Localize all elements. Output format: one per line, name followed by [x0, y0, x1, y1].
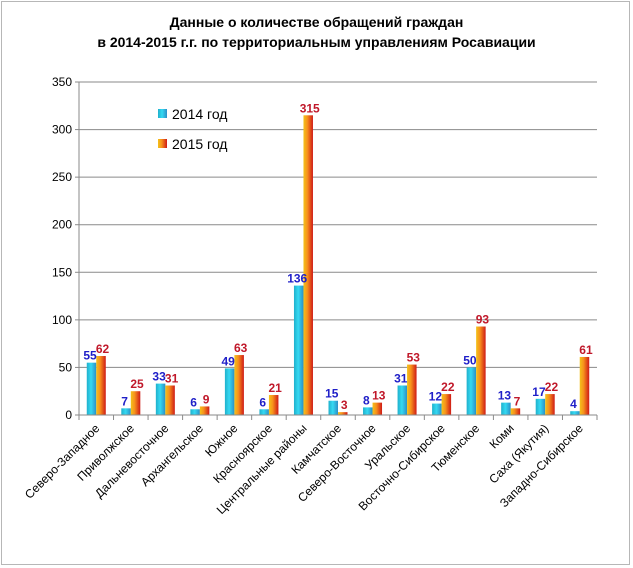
- chart-title: Данные о количестве обращений граждан в …: [0, 12, 633, 52]
- gridlines: [79, 81, 597, 368]
- bar-2014-год-11: [432, 403, 442, 415]
- data-label: 315: [300, 101, 320, 115]
- bar-2014-год-7: [293, 285, 304, 415]
- bar-2014-год-8: [328, 400, 338, 415]
- y-tick-label: 350: [52, 75, 72, 89]
- bar-2015-год-15: [579, 356, 590, 415]
- axes: [78, 82, 598, 420]
- legend-swatch-2: [158, 139, 167, 148]
- bar-2014-год-15: [570, 411, 580, 415]
- bar-2014-год-13: [501, 402, 511, 415]
- data-label: 4: [570, 397, 577, 411]
- bar-2014-год-1: [86, 362, 97, 415]
- data-label: 63: [234, 341, 248, 355]
- category-label: Коми: [487, 421, 517, 451]
- bar-2014-год-3: [155, 383, 166, 415]
- bar-2015-год-8: [338, 412, 348, 415]
- data-label: 17: [532, 385, 546, 399]
- category-label: Архангельское: [138, 421, 206, 489]
- data-label: 61: [579, 343, 593, 357]
- bar-2014-год-12: [466, 367, 477, 415]
- bar-2015-год-7: [303, 115, 313, 416]
- bar-2015-год-3: [165, 385, 175, 415]
- y-tick-label: 300: [52, 123, 72, 137]
- data-label: 6: [259, 395, 266, 409]
- y-tick-label: 100: [52, 313, 72, 327]
- data-label: 3: [341, 398, 348, 412]
- bar-2015-год-5: [234, 355, 244, 415]
- bar-2014-год-2: [121, 408, 131, 415]
- data-label: 13: [372, 389, 386, 403]
- data-label: 21: [269, 381, 283, 395]
- bar-2015-год-14: [545, 394, 555, 415]
- data-label: 25: [130, 377, 144, 391]
- data-label: 22: [545, 380, 559, 394]
- chart-title-line-2: в 2014-2015 г.г. по территориальным упра…: [97, 34, 536, 50]
- bar-2015-год-9: [372, 402, 383, 415]
- bar-2015-год-6: [268, 395, 279, 415]
- bar-2014-год-4: [190, 409, 200, 415]
- legend-swatch-1: [158, 109, 167, 118]
- bars: [86, 115, 590, 416]
- data-label: 7: [121, 394, 128, 408]
- bar-2015-год-13: [510, 408, 521, 415]
- legend-label-2: 2015 год: [172, 136, 227, 152]
- bar-2014-год-10: [397, 385, 408, 415]
- bar-2015-год-2: [130, 391, 141, 415]
- data-label: 53: [407, 351, 421, 365]
- data-label: 22: [441, 380, 455, 394]
- bar-2014-год-5: [224, 368, 235, 415]
- data-label: 31: [165, 372, 179, 386]
- data-label: 50: [463, 353, 477, 367]
- y-tick-label: 50: [59, 360, 73, 374]
- y-axis-ticks: 0 50 100 150 200 250 300 350: [52, 75, 79, 422]
- data-label: 12: [429, 390, 443, 404]
- bar-2015-год-11: [441, 394, 452, 415]
- data-label: 31: [394, 372, 408, 386]
- bar-2015-год-1: [96, 356, 106, 415]
- bar-2014-год-9: [363, 407, 373, 415]
- data-label: 33: [152, 370, 166, 384]
- y-tick-label: 0: [65, 408, 72, 422]
- data-label: 15: [325, 387, 339, 401]
- bar-2014-год-6: [259, 409, 269, 415]
- data-label: 13: [498, 389, 512, 403]
- y-tick-label: 200: [52, 218, 72, 232]
- bar-2015-год-4: [199, 406, 210, 415]
- data-label: 8: [363, 393, 370, 407]
- data-label: 7: [514, 394, 521, 408]
- legend: 2014 год 2015 год: [158, 106, 227, 152]
- data-label: 136: [287, 272, 307, 286]
- bar-2014-год-14: [535, 398, 546, 415]
- data-label: 62: [96, 342, 110, 356]
- data-label: 9: [203, 392, 210, 406]
- x-axis-categories: Северо-ЗападноеПриволжскоеДальневосточно…: [22, 421, 586, 517]
- data-label: 6: [190, 395, 197, 409]
- data-label: 49: [221, 354, 235, 368]
- data-label: 55: [83, 349, 97, 363]
- y-tick-label: 150: [52, 265, 72, 279]
- legend-label-1: 2014 год: [172, 106, 227, 122]
- chart-title-line-1: Данные о количестве обращений граждан: [169, 14, 464, 30]
- y-tick-label: 250: [52, 170, 72, 184]
- data-label: 93: [476, 313, 490, 327]
- bar-2015-год-10: [407, 364, 417, 415]
- bar-2015-год-12: [476, 326, 486, 415]
